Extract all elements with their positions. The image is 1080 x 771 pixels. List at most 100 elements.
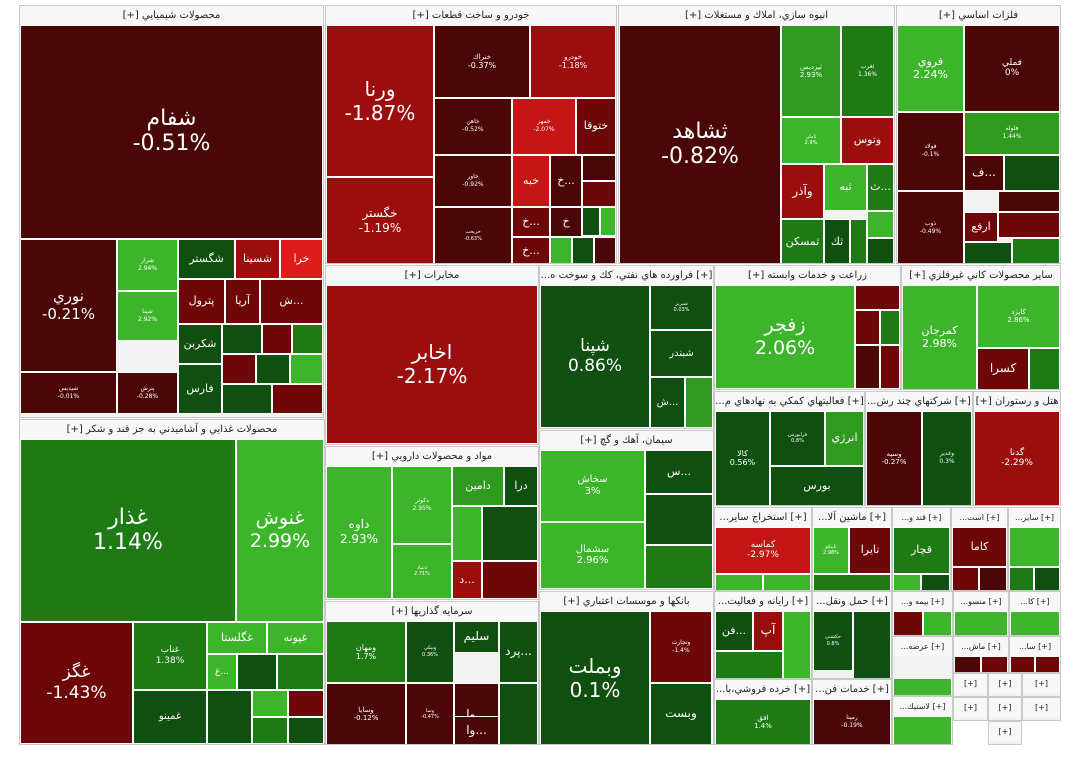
stock-tile[interactable]: خاور -0.92% xyxy=(434,155,512,207)
minor-stock-tile[interactable] xyxy=(252,717,288,744)
stock-tile[interactable]: دتماد 2.71% xyxy=(392,544,452,599)
stock-tile[interactable]: زفجر 2.06% xyxy=(715,285,855,389)
sector-title[interactable]: [+] لاستيك... xyxy=(893,697,952,716)
stock-tile[interactable]: تاپيكو 2.98% xyxy=(813,527,849,574)
minor-stock-tile[interactable] xyxy=(594,237,616,263)
minor-stock-tile[interactable] xyxy=(1010,656,1035,672)
minor-stock-tile[interactable] xyxy=(712,611,713,744)
stock-tile[interactable]: سخاش 3% xyxy=(540,450,645,522)
sector-title[interactable]: [+] فعاليتهاي كمكي به نهادهاي م... xyxy=(715,392,864,411)
minor-stock-tile[interactable] xyxy=(893,611,923,635)
sector-title[interactable]: سرمايه گذاريها [+] xyxy=(326,602,538,621)
minor-stock-tile[interactable] xyxy=(998,212,1060,238)
stock-tile[interactable]: ذوب -0.49% xyxy=(897,191,964,263)
sector-title[interactable]: [+] است... xyxy=(952,508,1007,527)
minor-stock-tile[interactable] xyxy=(880,345,900,389)
stock-tile[interactable]: درا xyxy=(504,466,538,506)
stock-tile[interactable]: خ... xyxy=(512,207,550,237)
sector-title[interactable]: [+] بيمه و... xyxy=(893,592,952,611)
minor-stock-tile[interactable] xyxy=(893,574,921,590)
sector-title[interactable]: [+] استخراج ساير... xyxy=(715,508,811,527)
stock-tile[interactable]: وسا -0.47% xyxy=(406,683,454,744)
stock-tile[interactable]: غپونه xyxy=(267,622,324,654)
stock-tile[interactable]: غنوش 2.99% xyxy=(236,439,324,622)
stock-tile[interactable]: شراز 2.94% xyxy=(117,239,178,291)
minor-stock-tile[interactable] xyxy=(783,611,811,678)
stock-tile[interactable]: وسايا -0.12% xyxy=(326,683,406,744)
stock-tile[interactable]: خ... xyxy=(512,237,550,263)
stock-tile[interactable]: وتوس xyxy=(841,117,894,164)
minor-stock-tile[interactable] xyxy=(292,324,323,354)
stock-tile[interactable]: كماسه -2.97% xyxy=(715,527,811,574)
stock-tile[interactable]: ثامان 2.9% xyxy=(781,117,841,164)
stock-tile[interactable]: ثپرديس 2.93% xyxy=(781,25,841,117)
minor-stock-tile[interactable] xyxy=(1029,348,1060,389)
sector-title[interactable]: مخابرات [+] xyxy=(326,266,538,285)
sector-title[interactable]: زراعت و خدمات وابسته [+] xyxy=(715,266,900,285)
minor-stock-tile[interactable] xyxy=(921,574,950,590)
minor-stock-tile[interactable] xyxy=(499,683,538,744)
minor-stock-tile[interactable] xyxy=(855,310,880,345)
sector-title[interactable]: [+] xyxy=(989,722,1021,741)
sector-title[interactable]: [+] خدمات فن... xyxy=(813,680,891,699)
minor-stock-tile[interactable] xyxy=(272,384,323,414)
stock-tile[interactable]: ومهان 1.7% xyxy=(326,621,406,683)
stock-tile[interactable]: شپنا 2.92% xyxy=(117,291,178,341)
stock-tile[interactable]: شبريز 0.03% xyxy=(650,285,713,330)
stock-tile[interactable]: سشمال 2.96% xyxy=(540,522,645,589)
minor-stock-tile[interactable] xyxy=(288,717,324,744)
minor-stock-tile[interactable] xyxy=(850,219,867,263)
stock-tile[interactable]: دكوثر 2.95% xyxy=(392,466,452,544)
stock-tile[interactable]: اخابر -2.17% xyxy=(326,285,538,444)
minor-stock-tile[interactable] xyxy=(222,384,272,414)
minor-stock-tile[interactable] xyxy=(582,155,616,181)
minor-stock-tile[interactable] xyxy=(998,191,1060,212)
sector-title[interactable]: [+] ساير... xyxy=(1009,508,1060,527)
minor-stock-tile[interactable] xyxy=(1035,656,1060,672)
minor-stock-tile[interactable] xyxy=(1009,527,1060,567)
minor-stock-tile[interactable] xyxy=(893,716,952,744)
stock-tile[interactable]: خرا xyxy=(280,239,323,279)
minor-stock-tile[interactable] xyxy=(893,678,952,695)
sector-title[interactable]: محصولات غذايي و آشاميدني به جز قند و شكر… xyxy=(20,420,324,439)
stock-tile[interactable]: غناب 1.38% xyxy=(133,622,207,690)
sector-title[interactable]: [+] xyxy=(954,698,987,717)
stock-tile[interactable]: شيديس -0.01% xyxy=(20,372,117,414)
sector-title[interactable]: مواد و محصولات دارويي [+] xyxy=(326,447,538,466)
minor-stock-tile[interactable] xyxy=(550,237,572,263)
minor-stock-tile[interactable] xyxy=(981,656,1008,672)
sector-title[interactable]: سيمان، آهك و گچ [+] xyxy=(540,431,713,450)
sector-title[interactable]: محصولات شيميايي [+] xyxy=(20,6,323,25)
stock-tile[interactable]: دامين xyxy=(452,466,504,506)
minor-stock-tile[interactable] xyxy=(482,506,538,561)
sector-title[interactable]: [+] منسو... xyxy=(954,592,1008,611)
stock-tile[interactable]: فرابورس 0.8% xyxy=(770,411,825,466)
stock-tile[interactable]: نوري -0.21% xyxy=(20,239,117,372)
minor-stock-tile[interactable] xyxy=(964,242,1012,263)
minor-stock-tile[interactable] xyxy=(763,574,811,590)
minor-stock-tile[interactable] xyxy=(853,611,891,678)
sector-title[interactable]: [+] ماشين آلا... xyxy=(813,508,891,527)
minor-stock-tile[interactable] xyxy=(954,656,981,672)
stock-tile[interactable]: ثك xyxy=(824,219,850,263)
stock-tile[interactable]: تايرا xyxy=(849,527,891,574)
stock-tile[interactable]: فولاد -0.1% xyxy=(897,112,964,191)
stock-tile[interactable]: غذار 1.14% xyxy=(20,439,236,622)
minor-stock-tile[interactable] xyxy=(288,690,324,717)
sector-title[interactable]: [+] سا... xyxy=(1010,637,1060,656)
stock-tile[interactable]: سليم xyxy=(454,621,499,653)
minor-stock-tile[interactable] xyxy=(582,181,616,207)
stock-tile[interactable]: پترش -0.28% xyxy=(117,372,178,414)
stock-tile[interactable]: خ xyxy=(550,207,582,237)
stock-tile[interactable]: فلوله 1.44% xyxy=(964,112,1060,155)
stock-tile[interactable]: شپنا 0.86% xyxy=(540,285,650,428)
minor-stock-tile[interactable] xyxy=(1012,238,1060,263)
stock-tile[interactable]: ورنا -1.87% xyxy=(326,25,434,177)
stock-tile[interactable]: شکربن xyxy=(178,324,222,364)
stock-tile[interactable]: ثشاهد -0.82% xyxy=(619,25,781,263)
minor-stock-tile[interactable] xyxy=(952,567,979,590)
stock-tile[interactable]: س... xyxy=(645,450,713,494)
stock-tile[interactable]: كايزد 2.86% xyxy=(977,285,1060,348)
minor-stock-tile[interactable] xyxy=(813,574,891,590)
stock-tile[interactable]: ثغرب 1.36% xyxy=(841,25,894,117)
